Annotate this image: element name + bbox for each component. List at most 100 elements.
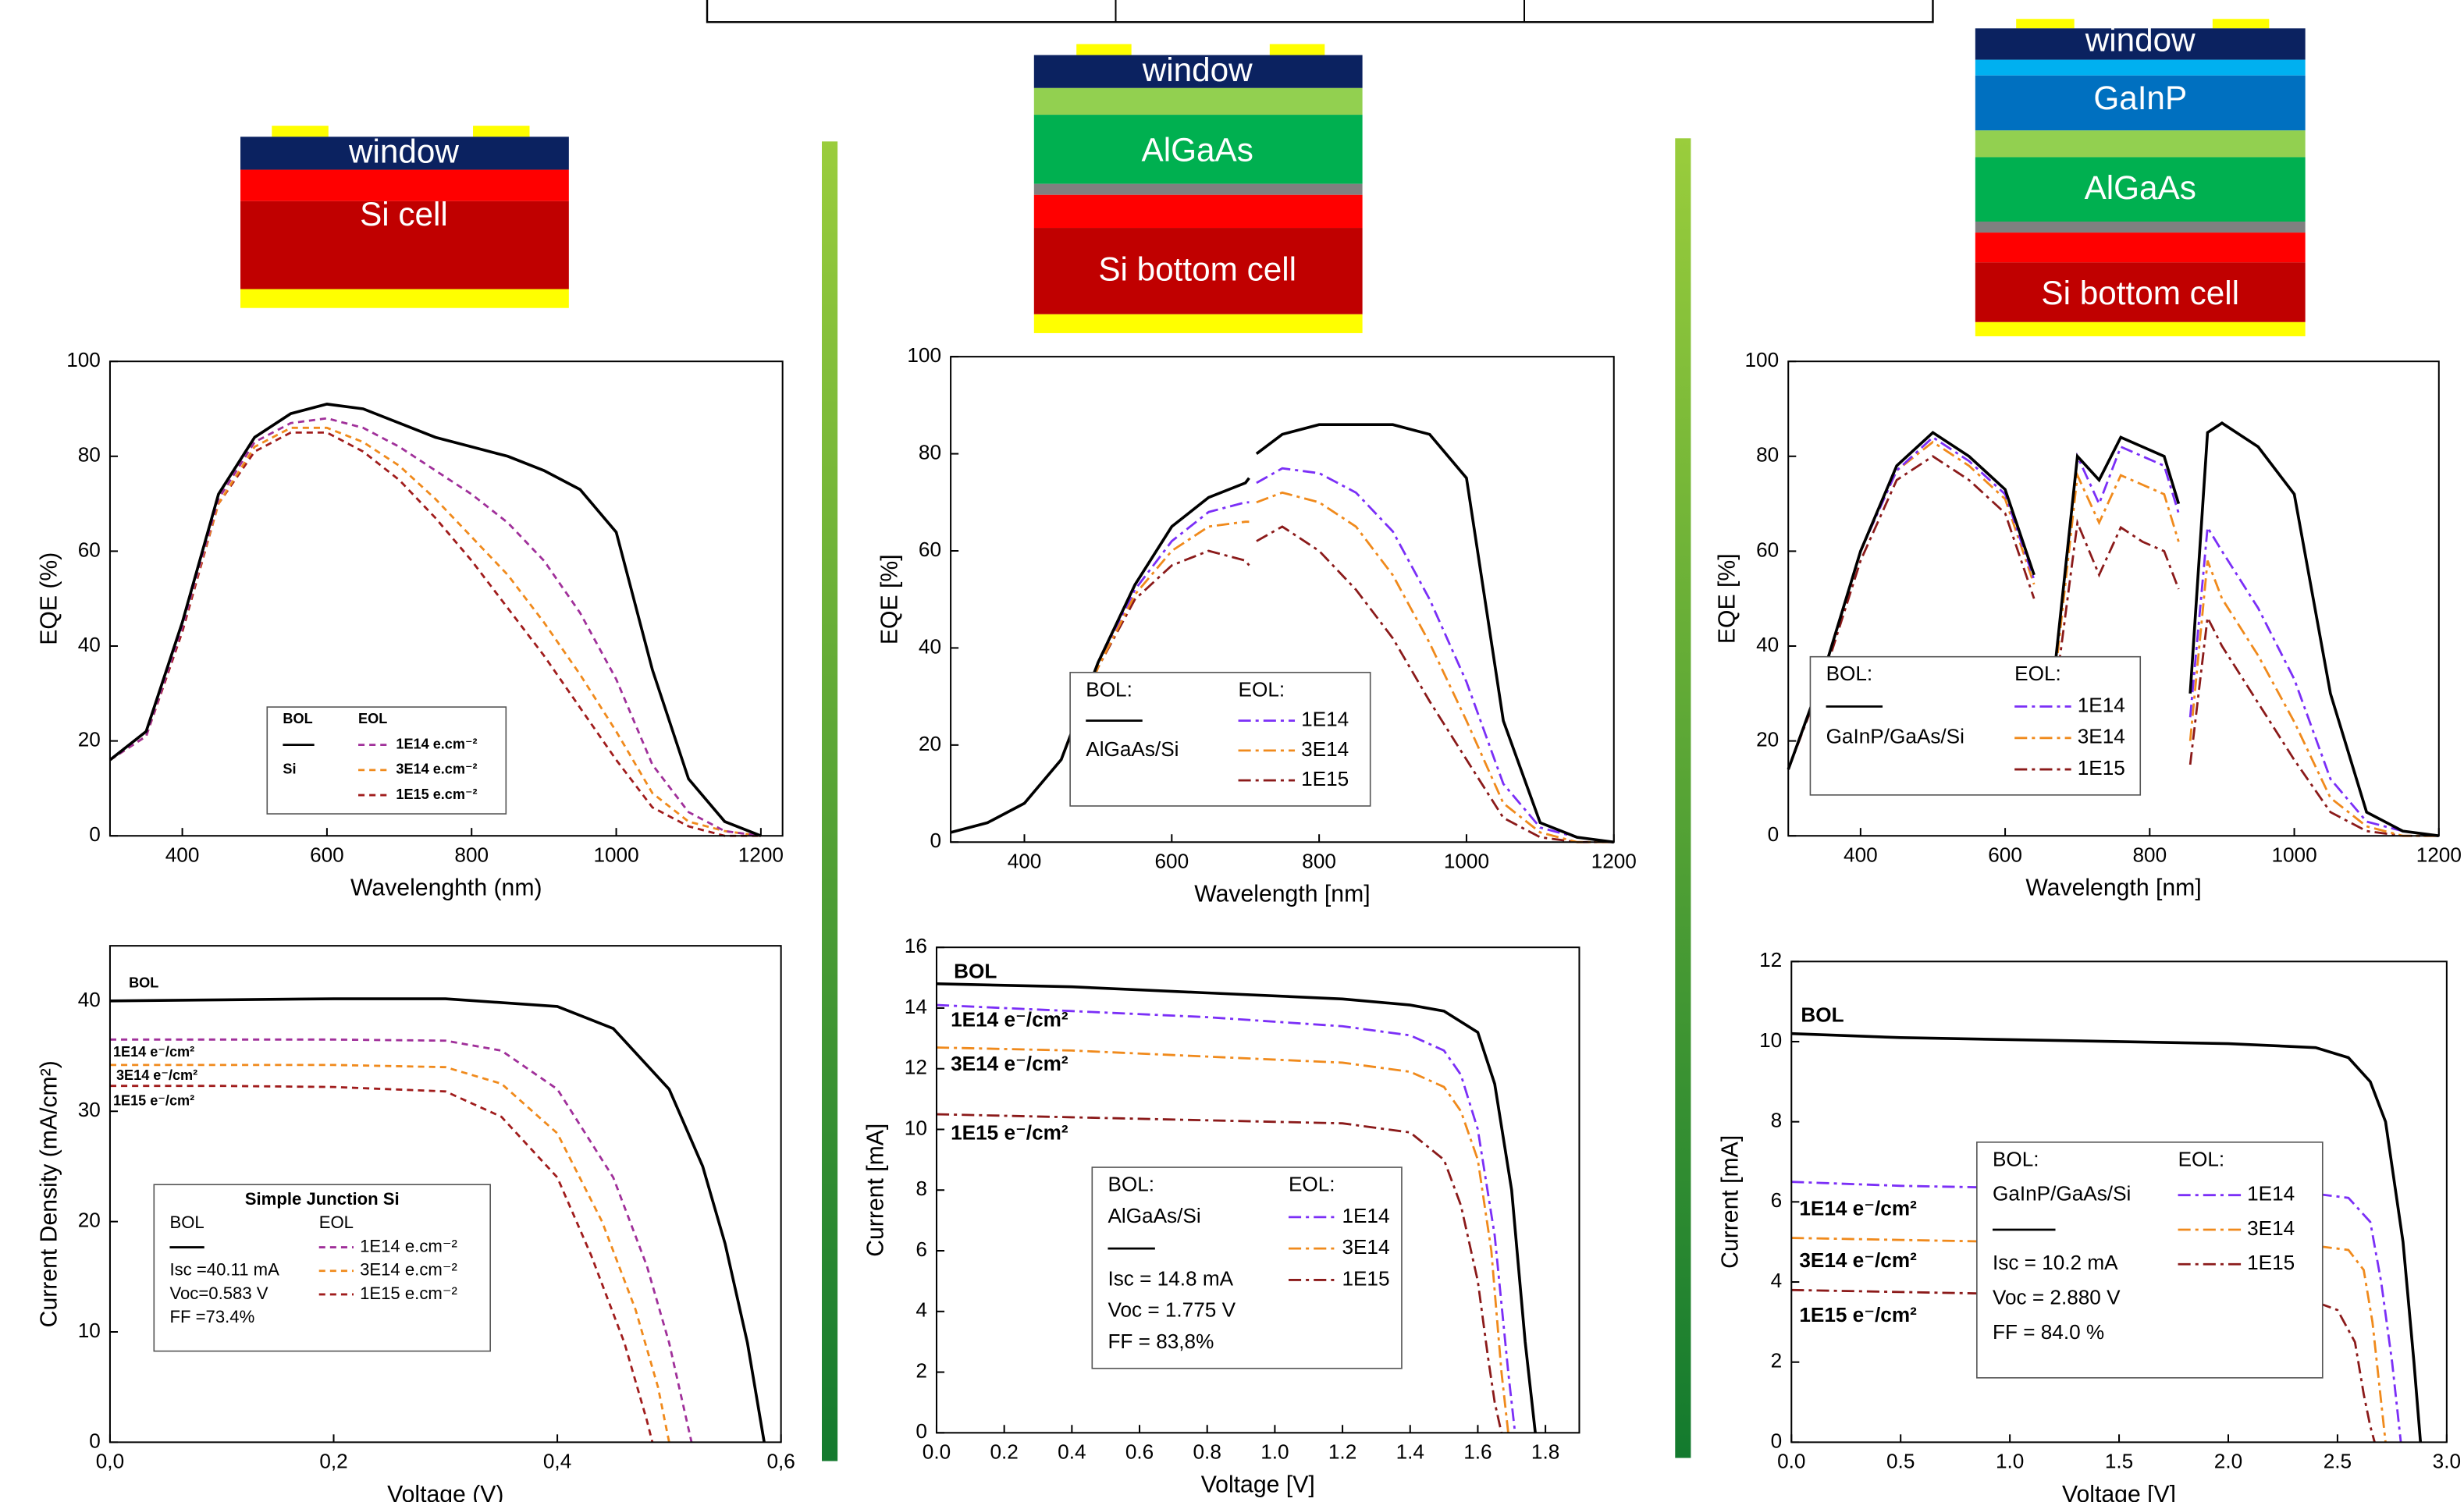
legend-label: 1E15 e.cm⁻² (360, 1284, 457, 1303)
series-line (1791, 1032, 2423, 1443)
x-tick-label: 1000 (1444, 849, 1489, 872)
series-line (936, 1003, 1516, 1433)
curve-annotation: 1E15 e⁻/cm² (951, 1121, 1068, 1145)
y-tick-label: 6 (1771, 1188, 1783, 1212)
x-tick-label: 800 (2133, 843, 2167, 866)
x-axis-label: Voltage [V] (1201, 1472, 1315, 1498)
layer (1975, 157, 2306, 222)
series-line (1791, 1288, 2376, 1443)
legend-label: Si (283, 762, 296, 777)
x-axis-label: Voltage [V] (2062, 1482, 2176, 1502)
legend-label: GaInP/GaAs/Si (1993, 1182, 2131, 1206)
y-tick-label: 10 (1759, 1028, 1782, 1052)
layer (240, 289, 569, 308)
contact (473, 126, 530, 137)
legend-note: FF =73.4% (169, 1307, 254, 1326)
y-tick-label: 0 (1768, 822, 1780, 846)
x-tick-label: 0,2 (319, 1449, 347, 1472)
y-tick-label: 0 (916, 1419, 927, 1443)
chart: 400 600 800 1000 1200 0 20 40 60 80 100 Wavelength … (1715, 348, 2462, 901)
y-tick-label: 100 (1745, 348, 1780, 371)
legend-box (266, 706, 507, 815)
y-tick-label: 8 (1771, 1109, 1783, 1132)
legend-note: Voc = 2.880 V (1993, 1285, 2121, 1308)
x-tick-label: 0.0 (1777, 1449, 1805, 1472)
legend-label: 1E14 e.cm⁻² (396, 736, 477, 751)
series-line (109, 426, 762, 837)
layer (1033, 314, 1363, 333)
curve-annotation: BOL (1801, 1003, 1844, 1027)
series-line (109, 1038, 693, 1443)
legend-label: 3E14 (2078, 725, 2125, 748)
cell-diagram: window Si cell (240, 126, 569, 308)
y-axis-label: EQE [%] (877, 554, 903, 644)
layer (1033, 194, 1363, 229)
y-tick-label: 20 (78, 1209, 101, 1232)
curve-annotation: 1E14 e⁻/cm² (113, 1044, 194, 1060)
x-tick-label: 1200 (2416, 843, 2462, 866)
legend-note: FF = 84.0 % (1993, 1320, 2104, 1344)
y-tick-label: 20 (78, 728, 101, 751)
layer (1975, 233, 2306, 263)
x-tick-label: 1.0 (1260, 1440, 1289, 1463)
chart: 0.0 0.2 0.4 0.6 0.8 1.0 1.2 1.4 1.6 1.8 0 2 4 6 8 10 12 1… (862, 934, 1580, 1498)
y-tick-label: 80 (78, 443, 101, 467)
legend-header: BOL: (1086, 677, 1132, 701)
chart: 400 600 800 1000 1200 0 20 40 60 80 100 Wavelength … (877, 343, 1637, 907)
y-tick-label: 20 (1756, 728, 1779, 751)
x-tick-label: 600 (1154, 849, 1189, 872)
legend-box (1976, 1142, 2324, 1379)
y-tick-label: 100 (907, 343, 941, 367)
plot-frame (1790, 960, 2448, 1443)
y-tick-label: 4 (1771, 1269, 1783, 1292)
y-tick-label: 2 (916, 1358, 927, 1382)
legend-note: Isc = 10.2 mA (1993, 1251, 2118, 1274)
legend: BOL: AlGaAs/Si EOL: 1E14 3E14 1E15 (1069, 672, 1371, 807)
x-axis-label: Wavelenghth (nm) (350, 875, 542, 901)
legend: Simple Junction Si BOL Isc =40.11 mA Voc=0.… (153, 1184, 491, 1352)
y-tick-label: 0 (930, 829, 941, 852)
layer (1975, 221, 2306, 233)
series-line (936, 982, 1537, 1433)
contact (272, 126, 329, 137)
legend-label: 1E14 e.cm⁻² (360, 1236, 457, 1255)
curve-annotation: 1E14 e⁻/cm² (1799, 1196, 1917, 1220)
legend-header: BOL: (1826, 662, 1873, 685)
legend-label: AlGaAs/Si (1108, 1204, 1200, 1227)
series-line (109, 1085, 654, 1443)
y-tick-label: 100 (66, 348, 101, 371)
legend-label: 3E14 (1301, 737, 1349, 761)
series-line (936, 1113, 1503, 1433)
y-axis-label: Current [mA] (862, 1124, 888, 1257)
y-tick-label: 80 (1756, 443, 1779, 467)
x-tick-label: 600 (310, 843, 344, 866)
header-box (706, 0, 1934, 23)
x-axis-label: Voltage (V) (387, 1482, 503, 1502)
legend-label: 3E14 (2247, 1216, 2295, 1240)
x-tick-label: 3.0 (2433, 1449, 2461, 1472)
x-axis-label: Wavelength [nm] (1194, 882, 1370, 907)
legend-header: BOL (283, 711, 312, 726)
y-tick-label: 2 (1771, 1349, 1783, 1372)
plot-frame (935, 946, 1580, 1434)
curve-annotation: 1E15 e⁻/cm² (1799, 1303, 1917, 1326)
layer (240, 169, 569, 201)
plot-frame (108, 360, 784, 837)
chart: 0,0 0,2 0,4 0,6 0 10 20 30 40 Voltage (V) Current … (36, 945, 795, 1502)
layer-label: Si cell (360, 196, 448, 233)
legend-label: 1E15 (1342, 1266, 1389, 1290)
legend-label: 3E14 e.cm⁻² (360, 1260, 457, 1280)
y-tick-label: 60 (78, 538, 101, 561)
legend-note: FF = 83,8% (1108, 1330, 1214, 1353)
x-tick-label: 0.8 (1193, 1440, 1221, 1463)
layer-label: GaInP (2093, 80, 2187, 116)
y-axis-label: EQE [%] (1715, 553, 1740, 644)
series-line (109, 997, 766, 1443)
legend: BOL: AlGaAs/Si Isc = 14.8 mA Voc = 1.775 V F… (1091, 1166, 1403, 1369)
layer (1975, 130, 2306, 158)
y-tick-label: 60 (1756, 538, 1779, 561)
y-tick-label: 8 (916, 1177, 927, 1200)
legend-header: EOL: (1289, 1173, 1335, 1196)
legend-header: EOL: (2014, 662, 2061, 685)
y-tick-label: 30 (78, 1098, 101, 1121)
